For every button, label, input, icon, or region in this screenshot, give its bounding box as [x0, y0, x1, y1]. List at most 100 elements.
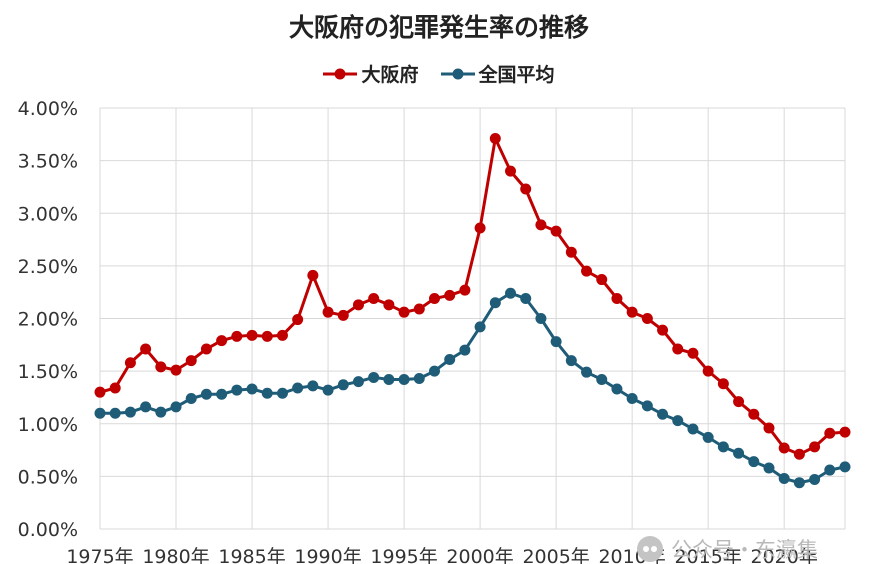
data-point-osaka	[428, 293, 440, 305]
data-point-national	[505, 287, 517, 299]
legend-marker-osaka	[323, 68, 358, 79]
data-point-osaka	[535, 219, 547, 231]
x-tick-label: 2005年	[522, 546, 589, 564]
data-point-national	[565, 355, 577, 367]
data-point-osaka	[444, 289, 456, 301]
wechat-logo-icon	[637, 536, 663, 562]
data-point-osaka	[717, 378, 729, 390]
data-point-osaka	[337, 309, 349, 321]
data-point-national	[398, 374, 410, 386]
data-point-national	[702, 431, 714, 443]
data-point-osaka	[459, 284, 471, 296]
data-point-osaka	[140, 343, 152, 355]
y-tick-label: 1.00%	[18, 414, 78, 436]
data-point-national	[140, 401, 152, 413]
data-point-osaka	[641, 313, 653, 324]
data-point-national	[778, 472, 790, 484]
data-point-osaka	[368, 293, 380, 305]
data-point-osaka	[824, 427, 836, 439]
data-point-national	[717, 441, 729, 453]
x-tick-label: 2015年	[674, 546, 741, 564]
data-point-osaka	[216, 335, 228, 347]
x-tick-label: 1980年	[142, 546, 209, 564]
data-point-osaka	[185, 355, 197, 367]
data-point-osaka	[261, 330, 273, 342]
data-point-national	[687, 423, 699, 435]
data-point-national	[824, 464, 836, 476]
x-tick-label: 1985年	[218, 546, 285, 564]
data-point-national	[200, 388, 212, 400]
chart-title: 大阪府の犯罪発生率の推移	[288, 13, 589, 42]
legend-label-osaka: 大阪府	[361, 64, 419, 86]
y-tick-label: 0.00%	[18, 519, 78, 541]
data-point-national	[733, 447, 745, 459]
x-tick-label: 1990年	[294, 546, 361, 564]
y-tick-label: 1.50%	[18, 361, 78, 383]
y-tick-label: 2.50%	[18, 256, 78, 278]
data-point-osaka	[748, 408, 760, 420]
x-tick-label: 1975年	[66, 546, 133, 564]
watermark-text: 公众号・东瀛集	[671, 538, 818, 562]
data-point-national	[839, 461, 851, 473]
data-point-national	[276, 387, 288, 399]
data-point-osaka	[626, 306, 638, 318]
data-point-osaka	[611, 293, 623, 305]
data-point-national	[337, 379, 349, 391]
data-point-osaka	[246, 329, 258, 341]
data-point-national	[459, 344, 471, 356]
data-point-osaka	[474, 222, 486, 234]
data-point-osaka	[793, 448, 805, 460]
data-point-osaka	[413, 303, 425, 315]
data-point-national	[520, 293, 532, 305]
y-tick-label: 0.50%	[18, 466, 78, 488]
data-point-national	[261, 387, 273, 399]
data-point-osaka	[109, 382, 121, 394]
data-point-national	[155, 406, 167, 418]
data-point-osaka	[398, 306, 410, 318]
data-point-national	[793, 477, 805, 489]
data-point-osaka	[839, 426, 851, 438]
data-point-national	[292, 382, 304, 394]
data-point-national	[170, 401, 182, 413]
legend: 大阪府 全国平均	[0, 60, 878, 87]
data-point-osaka	[231, 330, 243, 342]
series-line-osaka	[99, 137, 846, 456]
data-point-osaka	[702, 365, 714, 377]
data-point-national	[94, 407, 106, 419]
data-point-national	[474, 321, 486, 333]
data-point-national	[489, 297, 501, 309]
data-point-osaka	[672, 343, 684, 355]
data-point-osaka	[489, 133, 501, 145]
data-point-osaka	[124, 357, 136, 369]
data-point-osaka	[565, 246, 577, 258]
data-point-national	[611, 383, 623, 395]
x-tick-label: 1995年	[370, 546, 437, 564]
legend-item-national: 全国平均	[440, 60, 555, 87]
data-point-osaka	[352, 299, 364, 311]
y-tick-label: 3.00%	[18, 203, 78, 225]
data-point-national	[428, 365, 440, 377]
y-tick-label: 2.00%	[18, 309, 78, 331]
data-point-national	[626, 392, 638, 404]
data-point-national	[672, 415, 684, 427]
data-point-national	[246, 383, 258, 395]
data-point-osaka	[94, 386, 106, 398]
data-point-national	[231, 384, 243, 396]
data-point-osaka	[778, 442, 790, 454]
data-point-national	[535, 313, 547, 324]
data-point-osaka	[687, 347, 699, 359]
data-point-osaka	[307, 269, 319, 281]
data-point-osaka	[809, 441, 821, 453]
data-point-osaka	[276, 329, 288, 341]
legend-item-osaka: 大阪府	[323, 60, 419, 87]
data-point-osaka	[322, 306, 334, 318]
y-tick-label: 4.00%	[18, 98, 78, 120]
data-point-national	[444, 354, 456, 366]
data-point-national	[352, 376, 364, 388]
data-point-osaka	[170, 364, 182, 376]
data-point-national	[124, 406, 136, 418]
x-tick-label: 2020年	[751, 546, 818, 564]
data-point-national	[748, 456, 760, 468]
data-point-national	[641, 400, 653, 412]
